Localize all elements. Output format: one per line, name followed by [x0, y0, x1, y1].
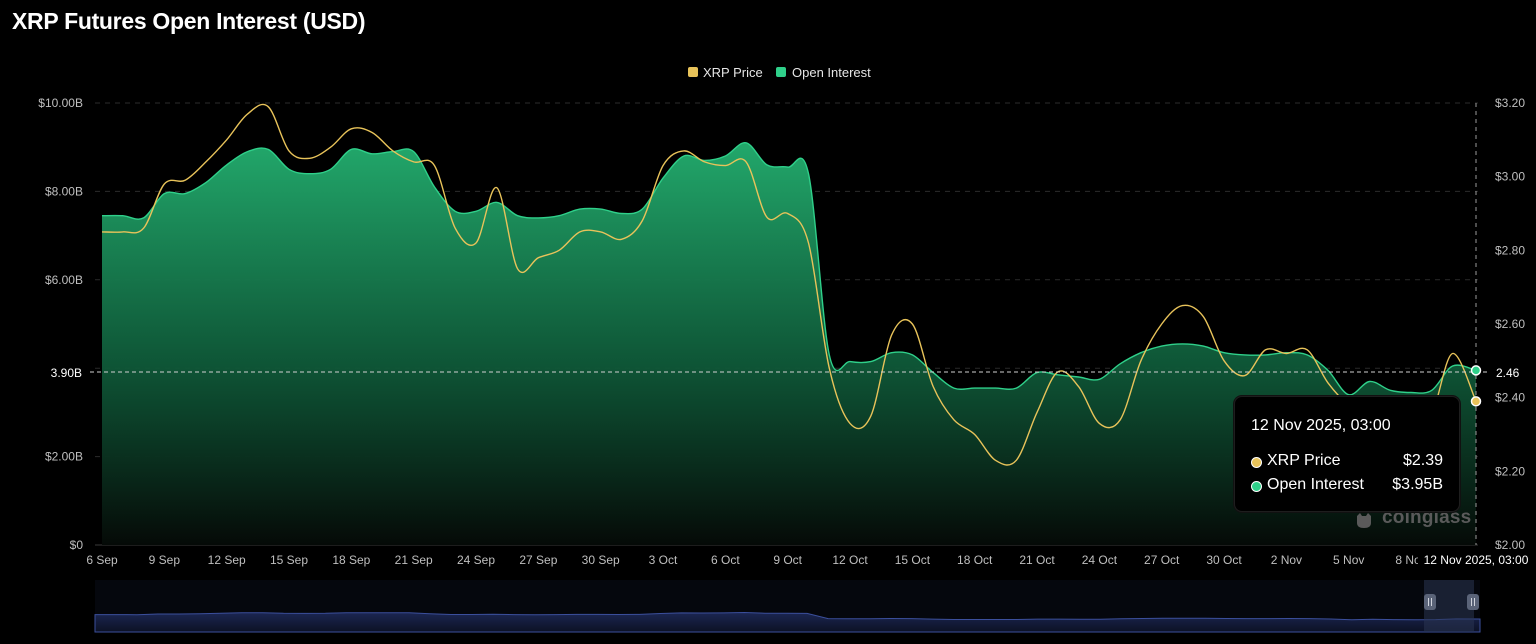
legend-swatch-price[interactable]: [688, 67, 698, 77]
y-left-tick-label: $0: [70, 538, 84, 552]
x-tick-label: 9 Sep: [149, 553, 181, 567]
x-tick-label: 27 Oct: [1144, 553, 1180, 567]
watermark: coinglass: [1382, 507, 1472, 528]
tooltip-oi-label: Open Interest: [1267, 476, 1364, 493]
x-tick-label: 30 Oct: [1206, 553, 1242, 567]
y-right-axis: $2.00 $2.20 $2.40 $2.60 $2.80 $3.00 $3.20: [1495, 96, 1525, 552]
navigator-handle-left[interactable]: [1424, 594, 1436, 610]
x-tick-label: 24 Sep: [457, 553, 495, 567]
x-tick-label: 27 Sep: [519, 553, 557, 567]
y-right-tick-label: $3.20: [1495, 96, 1525, 110]
hover-dot-oi: [1470, 365, 1482, 376]
crosshair-right-label: 2.46: [1496, 366, 1520, 380]
tooltip: 12 Nov 2025, 03:00 XRP Price $2.39 Open …: [1234, 396, 1460, 512]
tooltip-oi-value: $3.95B: [1392, 476, 1443, 493]
y-left-tick-label: $8.00B: [45, 184, 83, 198]
x-tick-label: 30 Sep: [582, 553, 620, 567]
y-right-tick-label: $2.40: [1495, 391, 1525, 405]
crosshair-x-label-box: [1418, 549, 1534, 569]
y-right-tick-label: $2.60: [1495, 317, 1525, 331]
x-tick-label: 18 Oct: [957, 553, 993, 567]
x-tick-label: 15 Oct: [895, 553, 931, 567]
tooltip-date: 12 Nov 2025, 03:00: [1251, 417, 1391, 434]
x-tick-label: 9 Oct: [773, 553, 802, 567]
y-left-tick-label: $10.00B: [38, 96, 83, 110]
x-tick-label: 12 Oct: [832, 553, 868, 567]
open-interest-line[interactable]: [101, 142, 1477, 396]
x-tick-label: 6 Oct: [711, 553, 740, 567]
crosshair: 3.90B 2.46 12 Nov 2025, 03:00: [34, 103, 1534, 569]
x-tick-label: 6 Sep: [86, 553, 118, 567]
y-right-tick-label: $2.80: [1495, 243, 1525, 257]
chart-title: XRP Futures Open Interest (USD): [12, 8, 366, 34]
hover-dot-price: [1470, 396, 1482, 407]
legend-label-oi[interactable]: Open Interest: [792, 65, 871, 80]
y-right-tick-label: $2.00: [1495, 538, 1525, 552]
legend: XRP Price Open Interest: [688, 65, 871, 80]
navigator-handle-right[interactable]: [1467, 594, 1479, 610]
x-tick-label: 15 Sep: [270, 553, 308, 567]
y-left-axis: $0$2.00B$4.00B$6.00B$8.00B$10.00B: [38, 96, 83, 552]
crosshair-left-label: 3.90B: [51, 366, 82, 380]
tooltip-row-oi: Open Interest $3.95B: [1251, 476, 1443, 496]
tooltip-price-value: $2.39: [1402, 452, 1443, 469]
open-interest-area: [102, 142, 1476, 546]
crosshair-x-label: 12 Nov 2025, 03:00: [1424, 553, 1529, 567]
range-navigator[interactable]: [94, 580, 1481, 633]
navigator-area: [94, 611, 1481, 633]
x-tick-label: 21 Oct: [1019, 553, 1055, 567]
tooltip-row-price: XRP Price $2.39: [1251, 452, 1443, 472]
y-left-tick-label: $2.00B: [45, 450, 83, 464]
crosshair-left-label-box: [34, 362, 86, 382]
coinglass-logo-icon: [1357, 513, 1371, 528]
x-tick-label: 18 Sep: [332, 553, 370, 567]
x-tick-label: 5 Nov: [1333, 553, 1364, 567]
crosshair-right-label-box: [1490, 362, 1530, 382]
x-tick-label: 3 Oct: [649, 553, 678, 567]
x-tick-label: 2 Nov: [1271, 553, 1302, 567]
x-tick-label: 21 Sep: [395, 553, 433, 567]
x-tick-label: 12 Sep: [208, 553, 246, 567]
legend-label-price[interactable]: XRP Price: [703, 65, 763, 80]
legend-swatch-oi[interactable]: [776, 67, 786, 77]
tooltip-price-label: XRP Price: [1267, 452, 1341, 469]
x-tick-label: 24 Oct: [1082, 553, 1118, 567]
tooltip-price-dot: [1251, 457, 1262, 468]
tooltip-oi-dot: [1251, 481, 1262, 492]
y-right-tick-label: $2.20: [1495, 464, 1525, 478]
y-right-tick-label: $3.00: [1495, 170, 1525, 184]
x-axis: 6 Sep 9 Sep 12 Sep 15 Sep 18 Sep 21 Sep 24 Sep…: [86, 553, 1426, 567]
xrp-price-line[interactable]: [101, 103, 1477, 466]
y-left-tick-label: $6.00B: [45, 273, 83, 287]
